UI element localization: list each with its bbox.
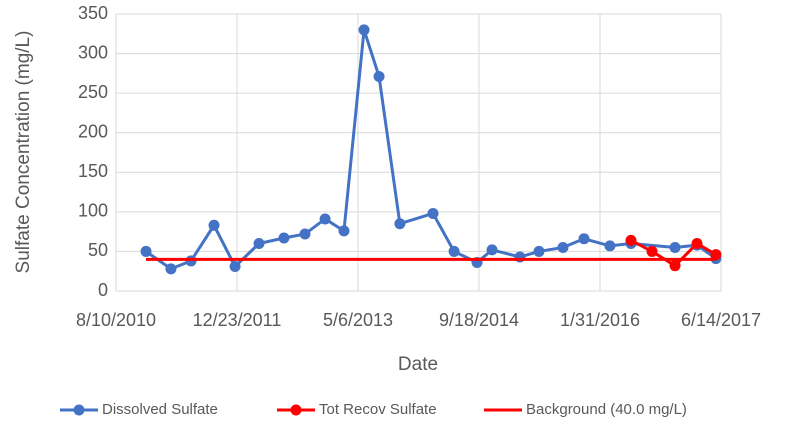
point xyxy=(358,24,370,36)
point xyxy=(578,233,590,245)
y-tick-label: 0 xyxy=(98,280,108,300)
point xyxy=(278,232,290,244)
x-tick-label: 9/18/2014 xyxy=(439,310,519,330)
x-tick-label: 5/6/2013 xyxy=(323,310,393,330)
y-tick-label: 250 xyxy=(78,82,108,102)
point xyxy=(299,228,311,240)
point xyxy=(604,240,616,252)
x-tick-label: 1/31/2016 xyxy=(560,310,640,330)
y-tick-label: 50 xyxy=(88,240,108,260)
point xyxy=(394,218,406,230)
y-tick-label: 300 xyxy=(78,42,108,62)
point xyxy=(253,238,265,250)
legend-marker xyxy=(290,404,302,416)
point xyxy=(229,260,241,272)
point xyxy=(319,213,331,225)
point xyxy=(448,245,460,257)
y-axis-title: Sulfate Concentration (mg/L) xyxy=(13,31,34,274)
series-line xyxy=(145,29,717,271)
x-tick-label: 12/23/2011 xyxy=(193,310,282,330)
x-tick-label: 6/14/2017 xyxy=(681,310,761,330)
y-tick-label: 200 xyxy=(78,121,108,141)
legend-label: Tot Recov Sulfate xyxy=(319,401,437,418)
point xyxy=(625,234,637,246)
x-axis-title: Date xyxy=(398,354,438,375)
point xyxy=(427,207,439,219)
point xyxy=(373,71,385,83)
point xyxy=(338,225,350,237)
y-tick-label: 350 xyxy=(78,3,108,23)
y-tick-label: 100 xyxy=(78,201,108,221)
legend-marker xyxy=(73,404,85,416)
point xyxy=(185,255,197,267)
point xyxy=(165,263,177,275)
point xyxy=(669,241,681,253)
point xyxy=(691,238,703,250)
point xyxy=(140,245,152,257)
x-tick-label: 8/10/2010 xyxy=(76,310,156,330)
point xyxy=(669,260,681,272)
point xyxy=(533,245,545,257)
point xyxy=(557,241,569,253)
point xyxy=(710,249,722,261)
y-tick-label: 150 xyxy=(78,161,108,181)
legend-label: Background (40.0 mg/L) xyxy=(526,401,687,418)
point xyxy=(646,245,658,257)
point xyxy=(486,244,498,256)
legend-label: Dissolved Sulfate xyxy=(102,401,218,418)
point xyxy=(208,219,220,231)
